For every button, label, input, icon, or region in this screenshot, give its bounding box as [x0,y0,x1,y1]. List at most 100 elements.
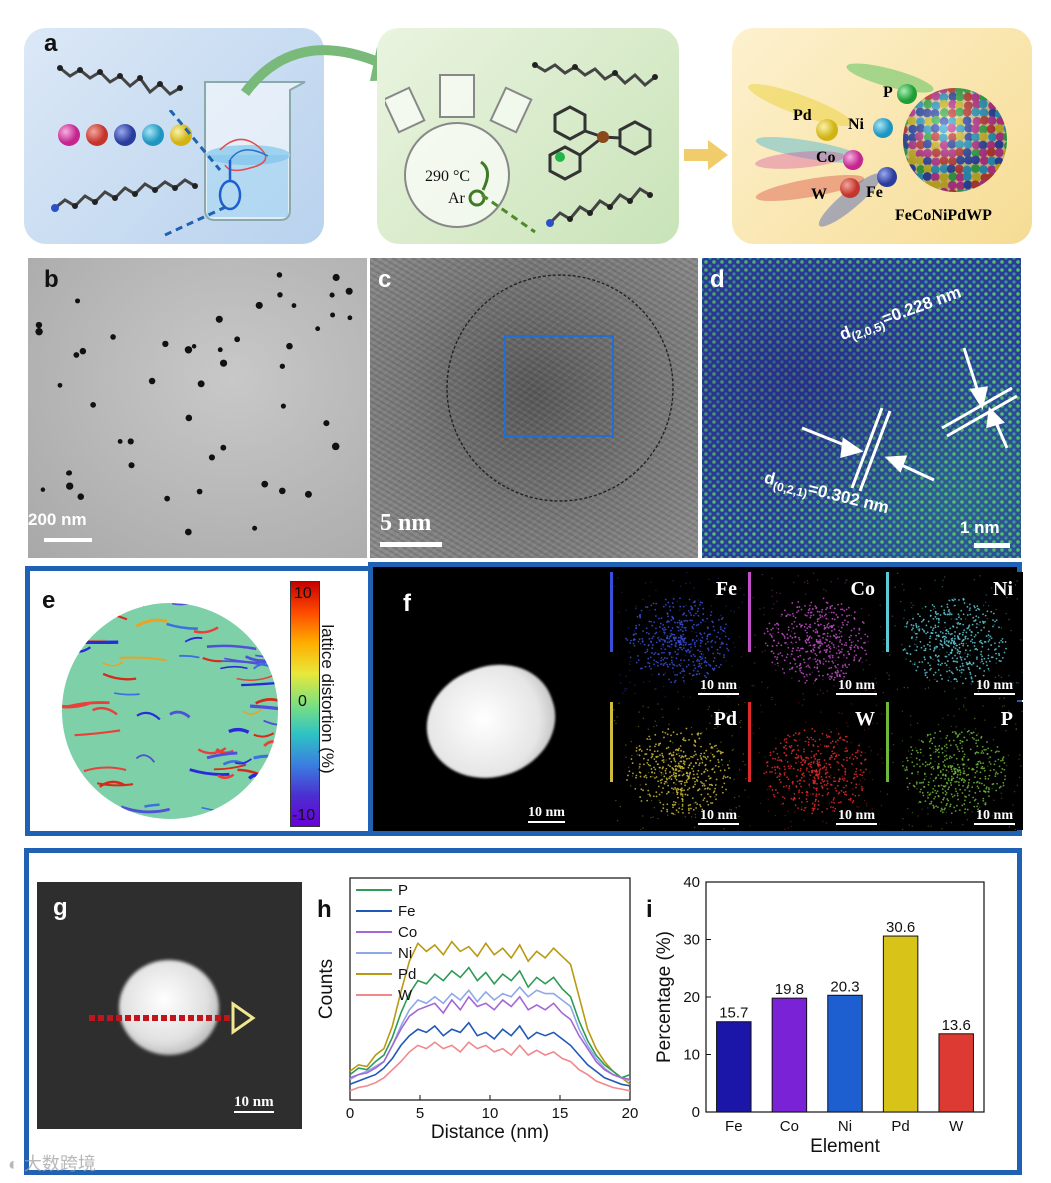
eds-count [676,793,679,796]
eds-count [945,754,948,757]
eds-count [941,678,943,680]
eds-count [687,663,690,666]
eds-count [638,638,641,641]
eds-background [777,641,779,643]
eds-background [1012,811,1014,814]
eds-count [954,788,957,790]
eds-background [985,803,987,805]
eds-count [699,664,701,667]
legend-label-pd: Pd [398,966,416,983]
eds-count [637,659,640,662]
eds-background [1005,594,1007,597]
eds-background [679,585,682,587]
eds-count [982,662,985,665]
eds-count [990,644,993,646]
eds-count [948,669,951,672]
eds-count [932,673,935,676]
eds-count [634,788,637,790]
element-label-w: W [811,186,827,203]
eds-count [774,747,777,750]
eds-count [660,659,662,662]
eds-count [701,782,704,785]
eds-count [837,671,840,673]
eds-background [965,709,967,711]
eds-count [668,663,671,666]
eds-count [957,770,960,773]
eds-count [649,764,651,767]
eds-count [719,626,722,628]
eds-count [934,612,937,614]
eds-count [983,657,986,660]
eds-count [673,757,675,760]
eds-count [966,730,969,733]
eds-count [681,623,683,626]
eds-background [693,802,695,804]
eds-count [659,640,661,642]
eds-count [934,789,937,792]
eds-count [661,759,664,762]
nanoparticle [329,292,335,298]
eds-count [800,666,803,669]
eds-count [795,625,798,628]
eds-background [843,686,846,688]
eds-background [740,656,743,658]
eds-count [724,635,727,638]
eds-count [960,658,963,661]
eds-count [681,670,684,673]
eds-count [930,667,932,670]
eds-count [728,767,730,770]
eds-count [626,639,629,641]
eds-count [809,616,812,619]
eds-count [832,611,835,614]
eds-count [699,642,702,644]
eds-count [641,640,644,643]
eds-count [968,794,970,797]
eds-count [837,649,840,652]
eds-count [700,745,702,748]
eds-background [680,643,682,645]
eds-background [958,615,961,617]
eds-count [673,633,676,636]
eds-count [798,789,801,792]
eds-background [727,695,729,697]
eds-count [926,676,929,679]
eds-count [910,637,913,640]
eds-background [984,601,987,603]
eds-count [794,663,797,665]
eds-count [934,731,936,734]
eds-count [722,642,724,645]
eds-count [823,745,826,748]
eds-color-strip [748,572,751,652]
eds-count [902,649,905,652]
bar-fe [716,1021,752,1113]
eds-count [967,758,970,761]
eds-count [960,779,963,782]
eds-count [635,747,638,749]
eds-background [738,805,741,807]
eds-count [704,768,707,771]
eds-count [926,643,929,646]
eds-count [807,609,810,612]
eds-count [950,779,953,782]
eds-count [693,643,696,646]
eds-background [714,796,716,798]
x-axis-label: Distance (nm) [431,1122,549,1143]
eds-background [977,816,980,818]
eds-count [921,628,924,631]
eds-count [806,800,809,803]
eds-count [944,793,947,796]
eds-count [836,672,838,675]
eds-count [781,668,784,670]
eds-count [950,793,953,796]
eds-count [672,767,675,770]
eds-count [974,619,977,621]
eds-count [850,781,853,784]
eds-count [958,616,960,619]
eds-count [930,773,933,776]
eds-background [787,810,789,813]
eds-count [995,771,998,774]
eds-count [785,614,788,617]
eds-count [716,750,719,753]
eds-count [832,752,835,755]
eds-count [957,781,960,784]
